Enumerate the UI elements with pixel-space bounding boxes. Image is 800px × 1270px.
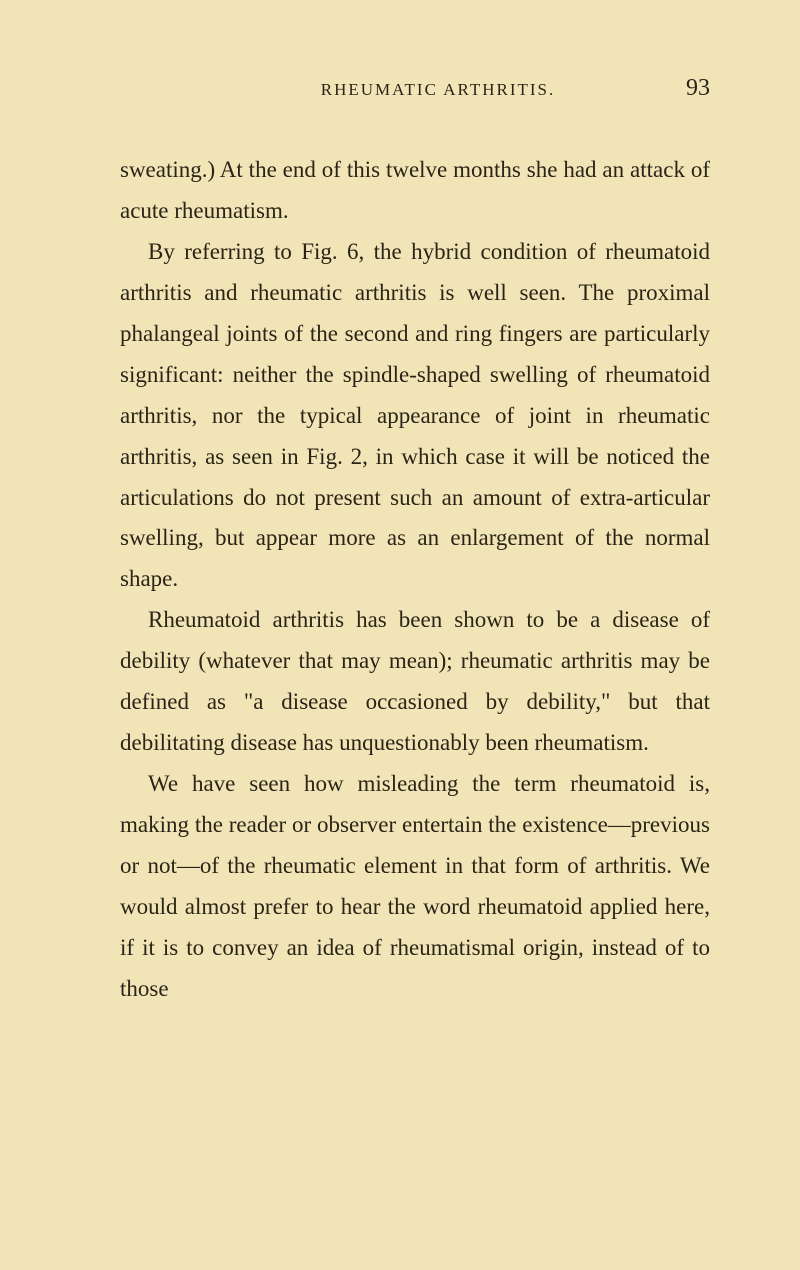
page-header: RHEUMATIC ARTHRITIS. 93 (120, 75, 710, 102)
running-header: RHEUMATIC ARTHRITIS. (190, 80, 686, 100)
body-text: sweating.) At the end of this twelve mon… (120, 150, 710, 1010)
paragraph-2: By referring to Fig. 6, the hybrid condi… (120, 232, 710, 600)
book-page: RHEUMATIC ARTHRITIS. 93 sweating.) At th… (0, 0, 800, 1070)
paragraph-4: We have seen how misleading the term rhe… (120, 764, 710, 1010)
paragraph-1: sweating.) At the end of this twelve mon… (120, 150, 710, 232)
paragraph-3: Rheumatoid arthritis has been shown to b… (120, 600, 710, 764)
page-number: 93 (686, 75, 710, 102)
